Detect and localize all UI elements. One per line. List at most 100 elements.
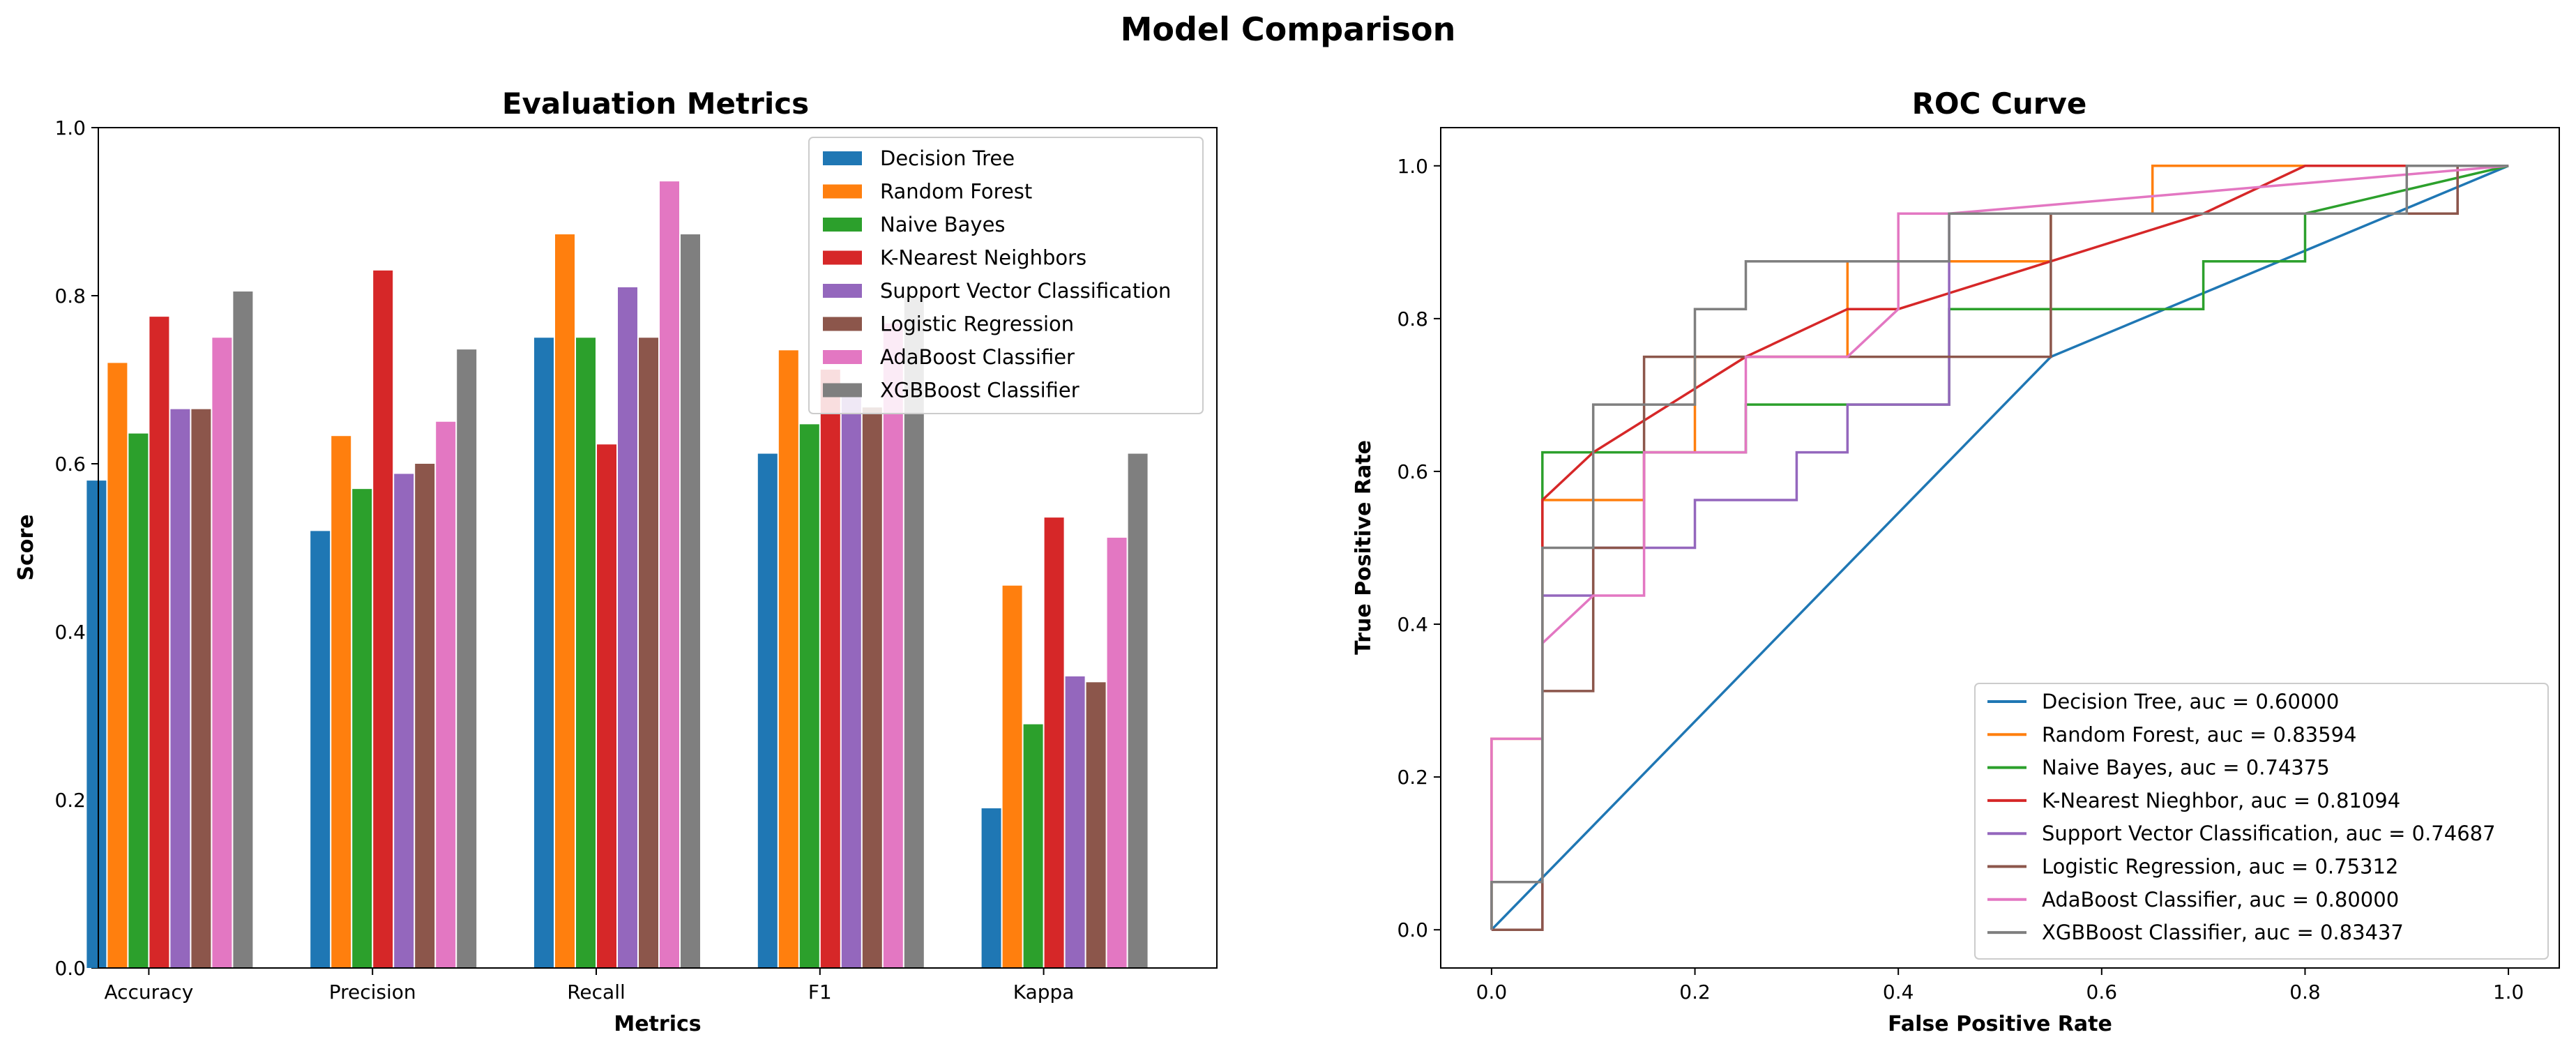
bar-ytick-label: 0.0 (54, 957, 86, 980)
bar (310, 531, 331, 968)
bar-legend-swatch (823, 284, 862, 298)
bar (107, 363, 128, 968)
bar-ytick-label: 1.0 (54, 116, 86, 139)
bar (373, 270, 393, 969)
roc-chart-y-axis: 0.0 0.2 0.4 0.6 0.8 1.0 (1397, 155, 1441, 941)
roc-xtick-label: 0.4 (1883, 981, 1914, 1004)
bar (660, 181, 679, 968)
bar (618, 287, 637, 968)
bar (352, 489, 372, 968)
bar (639, 338, 658, 968)
bar (1023, 724, 1043, 968)
roc-legend-label: AdaBoost Classifier, auc = 0.80000 (2042, 888, 2399, 911)
bar (681, 234, 700, 968)
bar (415, 464, 435, 968)
roc-legend-label: Random Forest, auc = 0.83594 (2042, 723, 2356, 746)
roc-xtick-label: 0.8 (2289, 981, 2321, 1004)
roc-ytick-label: 0.2 (1397, 766, 1428, 789)
bar (394, 474, 414, 968)
bar (799, 424, 819, 968)
roc-xtick-label: 0.0 (1476, 981, 1508, 1004)
roc-legend-label: Support Vector Classification, auc = 0.7… (2042, 822, 2496, 845)
roc-legend-frame (1974, 683, 2549, 960)
roc-legend-label: XGBBoost Classifier, auc = 0.83437 (2042, 921, 2404, 944)
bar-chart-ylabel: Score (14, 514, 38, 580)
bar (576, 338, 596, 968)
bar-xtick-label: Accuracy (104, 981, 193, 1004)
bar-legend-label: Support Vector Classification (880, 279, 1171, 303)
bar-ytick-label: 0.4 (54, 621, 86, 644)
bar (597, 444, 616, 968)
bar-legend-swatch (823, 250, 862, 265)
roc-xtick-label: 0.6 (2086, 981, 2118, 1004)
roc-curve-chart: ROC Curve 0.00.20.40.60.81.0 0.0 0.2 0.4 0.… (1351, 86, 2560, 1036)
roc-chart-curves (1490, 165, 2509, 931)
bar-ytick-label: 0.2 (54, 789, 86, 812)
bar (1086, 682, 1106, 968)
bar (212, 338, 232, 968)
bar (841, 393, 861, 968)
bar-xtick-label: F1 (808, 981, 832, 1004)
roc-chart-x-axis: 0.0 0.2 0.4 0.6 0.8 1.0 (1476, 968, 2524, 1004)
roc-ytick-label: 0.6 (1397, 460, 1428, 483)
bar-legend-swatch (823, 218, 862, 232)
bar-chart-x-axis: Accuracy Precision Recall F1 Kappa (104, 968, 1074, 1004)
bar (757, 453, 778, 968)
bar-legend-frame (808, 137, 1204, 414)
bar-chart-bars (86, 181, 1148, 969)
bar (170, 409, 190, 968)
bar (149, 317, 169, 968)
bar-legend-label: XGBBoost Classifier (880, 379, 1079, 402)
evaluation-metrics-chart: Evaluation Metrics 0.0 0.2 0.4 0.6 0.8 1.0 Ac… (14, 86, 1218, 1036)
bar (191, 409, 211, 968)
roc-chart-legend: Decision Tree, auc = 0.60000 Random Fores… (1974, 683, 2549, 960)
bar (820, 370, 840, 968)
bar-legend-label: Naive Bayes (880, 213, 1006, 236)
roc-legend-label: K-Nearest Nieghbor, auc = 0.81094 (2042, 789, 2400, 812)
roc-legend-label: Decision Tree, auc = 0.60000 (2042, 690, 2339, 713)
roc-ytick-label: 1.0 (1397, 155, 1428, 178)
roc-curve (1490, 165, 2509, 930)
bar-legend-swatch (823, 184, 862, 199)
bar-legend-label: Decision Tree (880, 146, 1015, 170)
bar-chart-y-axis: 0.0 0.2 0.4 0.6 0.8 1.0 (54, 116, 98, 980)
bar-chart-frame (98, 127, 1218, 969)
bar (1065, 676, 1085, 968)
roc-chart-title: ROC Curve (1912, 86, 2087, 121)
bar-legend-label: AdaBoost Classifier (880, 345, 1075, 369)
bar-legend-label: K-Nearest Neighbors (880, 246, 1086, 270)
bar (555, 234, 575, 968)
bar (534, 338, 554, 968)
roc-ytick-label: 0.0 (1397, 918, 1428, 941)
bar (1044, 517, 1064, 968)
roc-xtick-label: 1.0 (2493, 981, 2524, 1004)
bar-xtick-label: Recall (567, 981, 626, 1004)
bar-legend-swatch (823, 151, 862, 165)
bar-xtick-label: Kappa (1013, 981, 1075, 1004)
bar (981, 808, 1001, 968)
bar-xtick-label: Precision (329, 981, 416, 1004)
bar (1002, 585, 1022, 968)
roc-ytick-label: 0.4 (1397, 613, 1428, 636)
bar-legend-label: Random Forest (880, 180, 1032, 204)
bar (883, 323, 903, 968)
roc-legend-label: Naive Bayes, auc = 0.74375 (2042, 756, 2330, 780)
roc-chart-xlabel: False Positive Rate (1888, 1012, 2112, 1036)
bar (331, 436, 351, 968)
bar-legend-swatch (823, 317, 862, 331)
bar (1128, 453, 1148, 968)
bar (436, 421, 456, 968)
roc-xtick-label: 0.2 (1679, 981, 1711, 1004)
bar (778, 350, 798, 968)
bar-legend-swatch (823, 383, 862, 398)
bar-legend-label: Logistic Regression (880, 312, 1074, 336)
bar (233, 291, 253, 969)
bar-chart-xlabel: Metrics (614, 1012, 701, 1036)
bar (457, 349, 477, 968)
bar (128, 433, 149, 968)
figure-title: Model Comparison (1121, 10, 1456, 48)
bar (86, 481, 107, 968)
roc-chart-ylabel: True Positive Rate (1351, 440, 1376, 655)
bar (862, 407, 882, 968)
